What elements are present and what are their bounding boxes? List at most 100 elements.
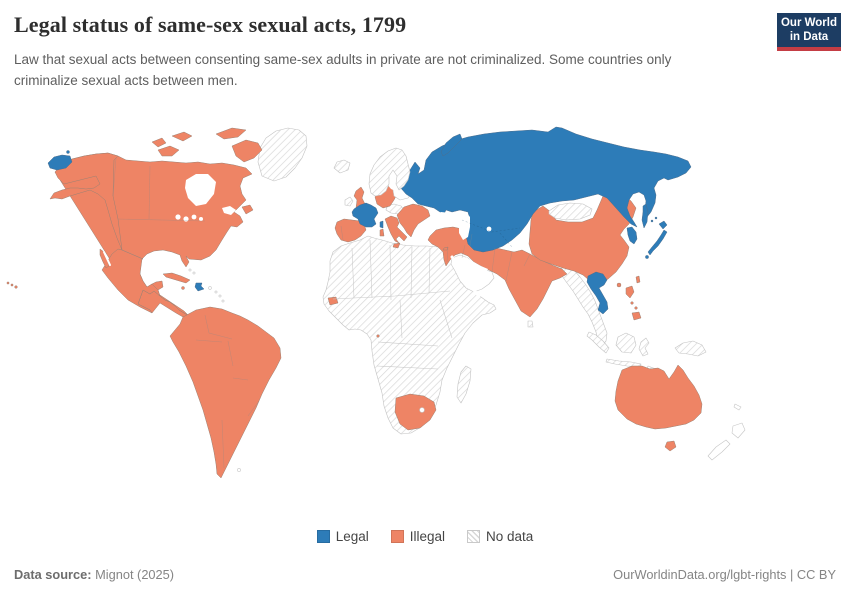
aral-sea	[486, 226, 492, 232]
border-us-mexico	[121, 249, 144, 260]
great-lake-2	[183, 216, 189, 222]
border-canada-west	[148, 165, 151, 220]
border-alaska-canada	[112, 157, 117, 197]
region-antilles-2	[218, 294, 222, 298]
region-borneo	[615, 332, 637, 354]
region-mexico-west	[49, 152, 161, 314]
region-antilles-1	[214, 290, 218, 294]
region-hawaii-1	[6, 281, 10, 285]
region-hainan	[616, 282, 622, 288]
region-south-america	[169, 306, 282, 479]
region-falklands	[237, 468, 241, 472]
great-lake-3	[191, 214, 197, 220]
region-bahamas-2	[192, 271, 196, 275]
owid-logo: Our World in Data	[777, 13, 841, 51]
region-bahamas-1	[188, 268, 192, 272]
great-lake-4	[199, 217, 203, 221]
region-kuril-1	[650, 219, 654, 223]
region-jamaica	[181, 286, 185, 290]
region-mindanao	[631, 311, 642, 321]
region-africa	[322, 235, 497, 435]
legend-item-nodata: No data	[467, 529, 533, 544]
gulf-st-lawrence	[222, 206, 236, 215]
region-sakhalin	[641, 203, 649, 229]
great-lake-1	[175, 214, 181, 220]
owid-logo-line2: in Data	[789, 31, 829, 43]
region-france	[351, 202, 379, 228]
region-lesotho	[419, 407, 425, 413]
nodata-swatch	[467, 530, 481, 543]
region-myanmar-thailand	[559, 265, 608, 348]
border-us-canada	[117, 218, 206, 222]
region-sulawesi	[638, 337, 650, 357]
legend-label-nodata: No data	[486, 529, 534, 544]
legend-label-legal: Legal	[335, 529, 369, 544]
region-luzon	[625, 285, 635, 299]
region-japan-hokkaido	[658, 220, 668, 230]
region-new-caledonia	[733, 403, 742, 411]
region-greenland	[257, 127, 308, 182]
region-puerto-rico	[208, 286, 212, 290]
region-new-guinea	[674, 340, 707, 357]
borders-middle-east	[446, 233, 531, 282]
region-italy	[384, 215, 408, 244]
caspian-sea	[459, 212, 470, 240]
region-mongolia	[548, 202, 593, 221]
borders-africa	[332, 239, 453, 370]
region-sri-lanka	[527, 320, 534, 328]
data-source-value: Mignot (2025)	[91, 567, 175, 582]
region-visayas-1	[630, 301, 634, 305]
region-hawaii-3	[14, 285, 18, 289]
legend-item-legal: Legal	[316, 529, 369, 544]
persian-gulf	[464, 257, 488, 273]
region-new-zealand-south	[707, 439, 731, 461]
region-iceland	[333, 159, 351, 174]
region-visayas-2	[634, 306, 638, 310]
region-new-zealand-north	[731, 422, 746, 439]
data-source: Data source: Mignot (2025)	[14, 567, 174, 582]
region-japan-kyushu	[645, 255, 649, 259]
region-novaya-zemlya	[440, 133, 463, 157]
region-haiti	[194, 282, 205, 292]
region-arctic-island-3	[171, 131, 193, 142]
region-south-africa	[394, 393, 437, 431]
region-kuril-2	[654, 216, 658, 220]
region-japan-honshu	[647, 229, 668, 256]
black-sea	[433, 212, 457, 227]
region-madagascar	[456, 365, 472, 404]
subtitle-line-2: criminalize sexual acts between men.	[14, 72, 238, 88]
border-spain-portugal	[340, 225, 344, 241]
region-chukotka-dot	[66, 150, 70, 154]
borders-south-america	[195, 314, 260, 469]
region-taiwan	[635, 275, 641, 284]
region-hawaii-2	[10, 283, 14, 287]
region-iberia	[334, 218, 367, 243]
region-arctic-island-2	[151, 137, 167, 148]
region-korea	[626, 226, 638, 245]
region-cyprus	[442, 246, 449, 251]
region-sicily	[392, 242, 401, 249]
chart-footer: Data source: Mignot (2025) OurWorldinDat…	[14, 567, 836, 582]
subtitle-line-1: Law that sexual acts between consenting …	[14, 52, 672, 67]
region-arctic-island-4	[215, 127, 247, 140]
region-vietnam-laos	[586, 271, 609, 315]
legal-swatch	[316, 530, 330, 543]
red-sea	[450, 255, 481, 298]
owid-logo-line1: Our World	[780, 16, 837, 29]
data-source-label: Data source:	[14, 567, 92, 582]
gulf-of-california	[103, 251, 111, 266]
region-tasmania	[664, 440, 677, 452]
region-australia	[614, 364, 703, 430]
legend-item-illegal: Illegal	[390, 529, 445, 544]
region-scandinavia	[368, 147, 411, 197]
hudson-bay	[185, 174, 216, 206]
illegal-swatch	[390, 530, 404, 543]
region-antilles-3	[221, 299, 225, 303]
region-arctic-island-1	[157, 145, 180, 157]
chart-subtitle: Law that sexual acts between consenting …	[14, 50, 738, 92]
region-cuba	[162, 272, 191, 284]
region-baffin	[231, 139, 263, 163]
page-title: Legal status of same-sex sexual acts, 17…	[14, 12, 407, 37]
